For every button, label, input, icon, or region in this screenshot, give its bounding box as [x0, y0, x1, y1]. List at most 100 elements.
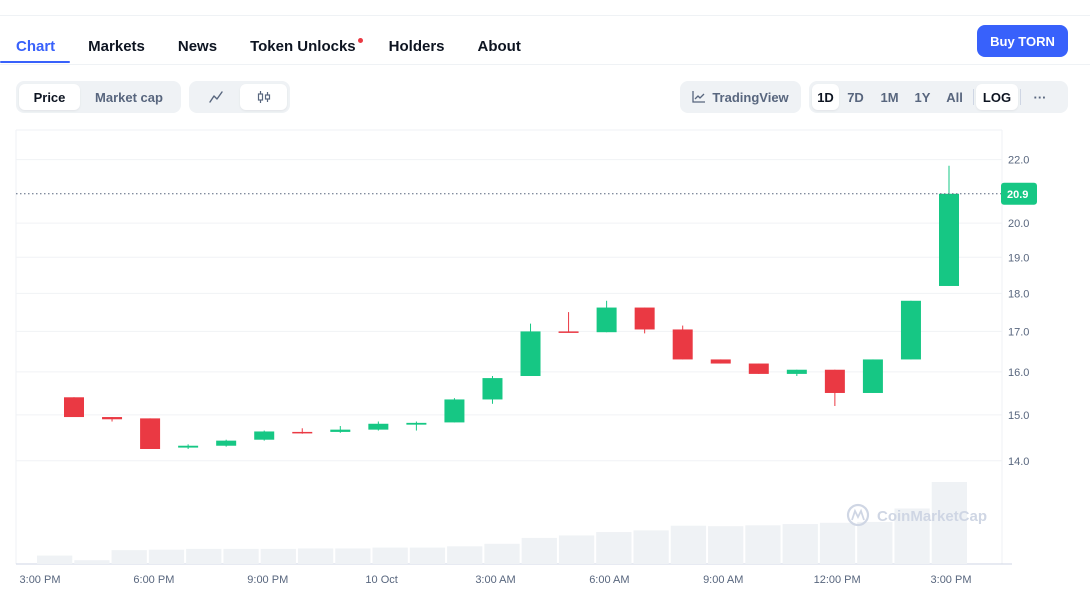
y-tick-label: 19.0 — [1008, 252, 1029, 264]
volume-bar — [745, 525, 781, 564]
y-tick-label: 14.0 — [1008, 456, 1029, 468]
candle-body — [786, 369, 807, 374]
candle-body — [862, 359, 883, 393]
volume-bar — [596, 532, 632, 564]
volume-bar — [409, 547, 446, 564]
top-divider — [0, 15, 1090, 16]
volume-bar — [372, 547, 408, 564]
log-separator — [1020, 89, 1021, 105]
range-selector: 1D 7D 1M 1Y All LOG ··· — [809, 81, 1068, 113]
x-tick-label: 3:00 PM — [20, 574, 61, 586]
x-tick-label: 9:00 AM — [703, 574, 743, 586]
tab-token-unlocks[interactable]: Token Unlocks — [250, 30, 363, 62]
range-all-button[interactable]: All — [946, 89, 963, 105]
candle-body — [558, 331, 579, 333]
line-chart-button[interactable] — [192, 84, 240, 110]
watermark-text: CoinMarketCap — [877, 508, 987, 525]
volume-bar — [335, 548, 371, 564]
y-tick-label: 16.0 — [1008, 367, 1029, 379]
y-tick-label: 22.0 — [1008, 155, 1029, 167]
coinmarketcap-watermark: CoinMarketCap — [846, 503, 987, 527]
volume-bar — [74, 560, 110, 564]
tradingview-label: TradingView — [712, 89, 789, 105]
candle-body — [824, 369, 845, 393]
candle-body — [102, 417, 123, 420]
y-tick-label: 17.0 — [1008, 326, 1029, 338]
candle-body — [254, 431, 275, 440]
candle-body — [140, 418, 161, 449]
candles — [64, 165, 959, 449]
price-toggle-button[interactable]: Price — [19, 84, 80, 110]
tab-holders[interactable]: Holders — [388, 38, 445, 55]
candlestick-icon — [257, 91, 270, 103]
grid-lines — [15, 129, 1012, 565]
market-cap-toggle-button[interactable]: Market cap — [95, 89, 163, 105]
y-tick-label: 18.0 — [1008, 288, 1029, 300]
tradingview-button[interactable]: TradingView — [680, 81, 801, 113]
current-price-label: 20.9 — [1007, 189, 1028, 201]
coinmarketcap-logo-mark — [851, 508, 865, 521]
volume-bar — [223, 548, 259, 564]
candle-body — [596, 307, 617, 333]
candle-body — [520, 331, 541, 376]
candle-body — [368, 423, 389, 430]
volume-bars — [37, 482, 967, 564]
volume-bar — [670, 525, 707, 564]
candle-body — [444, 399, 465, 423]
line-chart-icon — [209, 91, 223, 103]
volume-bar — [782, 524, 818, 564]
candle-body — [216, 440, 237, 446]
x-tick-label: 3:00 AM — [475, 574, 515, 586]
tab-about[interactable]: About — [477, 38, 521, 55]
current-price-badge — [1001, 182, 1037, 205]
volume-bar — [633, 530, 669, 564]
range-1y-button[interactable]: 1Y — [914, 89, 931, 105]
candlestick-chart-button[interactable] — [240, 84, 287, 110]
metric-toggle: Price Market cap — [16, 81, 181, 113]
range-1m-button[interactable]: 1M — [880, 89, 899, 105]
tradingview-icon — [692, 91, 706, 103]
volume-bar — [297, 548, 334, 564]
range-separator — [973, 89, 974, 105]
candle-body — [748, 363, 769, 374]
x-tick-label: 3:00 PM — [931, 574, 972, 586]
buy-token-button[interactable]: Buy TORN — [977, 25, 1068, 57]
range-7d-button[interactable]: 7D — [847, 89, 864, 105]
coinmarketcap-logo-icon — [846, 503, 870, 527]
volume-bar — [260, 548, 296, 564]
candle-body — [939, 193, 959, 286]
volume-bar — [931, 482, 967, 564]
candle-body — [178, 445, 199, 448]
more-options-button[interactable]: ··· — [1033, 89, 1047, 105]
tab-markets[interactable]: Markets — [88, 38, 145, 55]
notification-dot — [357, 38, 363, 43]
x-tick-label: 10 Oct — [365, 574, 397, 586]
tab-divider — [0, 64, 1090, 65]
volume-bar — [186, 548, 222, 564]
y-tick-label: 15.0 — [1008, 410, 1029, 422]
volume-bar — [484, 543, 520, 564]
candle-body — [292, 431, 313, 434]
candle-body — [482, 378, 503, 400]
candle-body — [672, 329, 693, 360]
volume-bar — [111, 550, 147, 564]
candle-body — [330, 429, 351, 432]
volume-bar — [447, 546, 483, 564]
tab-news[interactable]: News — [177, 38, 218, 55]
x-tick-label: 12:00 PM — [814, 574, 861, 586]
volume-bar — [521, 537, 557, 564]
log-scale-button[interactable]: LOG — [976, 84, 1018, 110]
range-1d-button[interactable]: 1D — [812, 84, 839, 110]
volume-bar — [857, 521, 893, 564]
x-tick-label: 6:00 PM — [133, 574, 174, 586]
tab-token-unlocks-label: Token Unlocks — [250, 38, 356, 55]
volume-bar — [148, 549, 185, 564]
section-tabs: Chart Markets News Token Unlocks Holders… — [0, 30, 554, 64]
chart-style-toggle — [189, 81, 290, 113]
volume-bar — [819, 522, 856, 564]
x-tick-label: 6:00 AM — [589, 574, 629, 586]
tab-chart[interactable]: Chart — [0, 30, 71, 63]
volume-bar — [37, 555, 73, 564]
y-tick-label: 20.0 — [1008, 218, 1029, 230]
